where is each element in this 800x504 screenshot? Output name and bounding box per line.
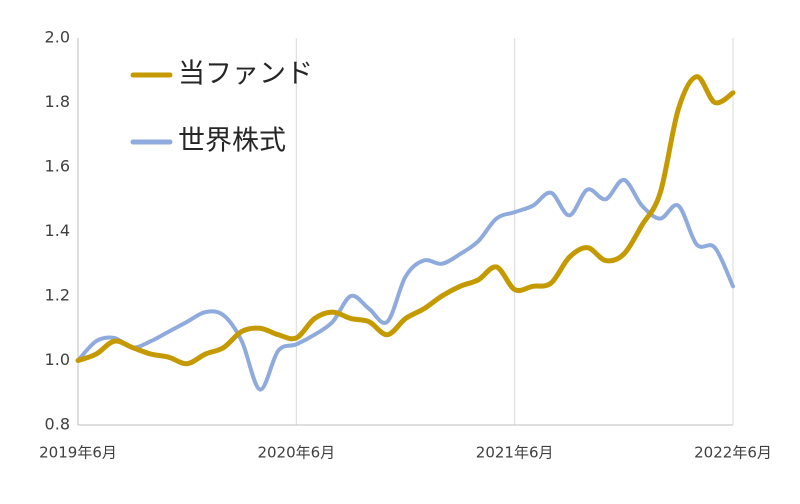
y-tick-label: 1.4 xyxy=(45,221,70,240)
y-tick-label: 1.6 xyxy=(45,157,70,176)
y-tick-label: 1.8 xyxy=(45,92,70,111)
y-tick-label: 2.0 xyxy=(45,28,70,47)
series-line xyxy=(75,74,736,367)
x-tick-label: 2021年6月 xyxy=(476,444,554,462)
legend-label: 当ファンド xyxy=(178,59,313,90)
legend-label: 世界株式 xyxy=(178,126,286,157)
series-line xyxy=(76,177,735,392)
x-tick-label: 2019年6月 xyxy=(39,444,117,462)
y-tick-label: 0.8 xyxy=(45,415,70,434)
x-tick-label: 2022年6月 xyxy=(694,444,772,462)
y-tick-label: 1.0 xyxy=(45,350,70,369)
y-tick-label: 1.2 xyxy=(45,286,70,305)
x-tick-label: 2020年6月 xyxy=(257,444,335,462)
